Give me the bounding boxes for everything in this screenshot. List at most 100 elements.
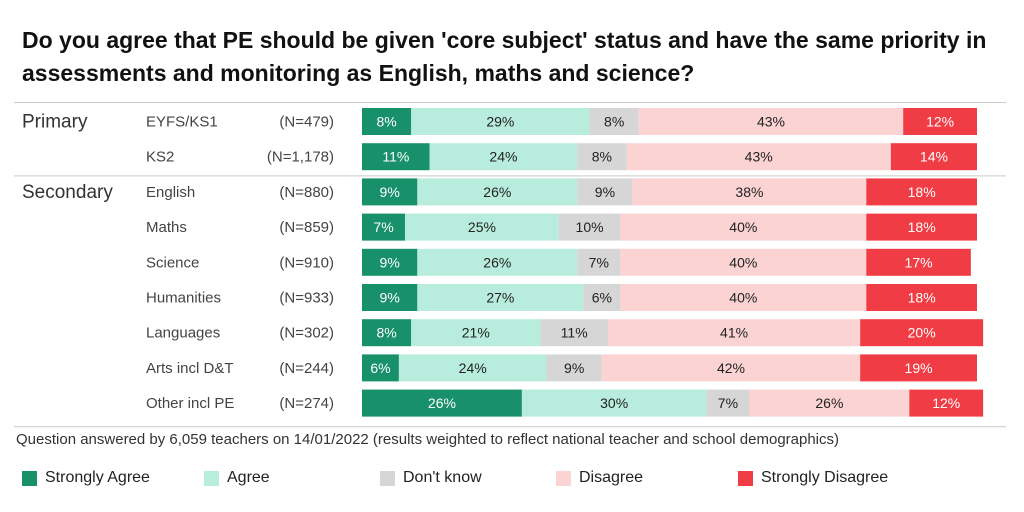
row-sample-size: (N=244): [279, 360, 334, 377]
bar-segment: [398, 354, 547, 382]
bar-value-label: 38%: [735, 184, 763, 200]
bar-value-label: 30%: [600, 395, 628, 411]
bar-segment: [362, 108, 412, 135]
row-label: Arts incl D&T: [146, 360, 234, 377]
bar-value-label: 8%: [376, 114, 396, 130]
legend-label: Strongly Disagree: [761, 469, 889, 486]
bar-segment: [411, 108, 590, 135]
bar-segment: [589, 108, 639, 135]
bar-segment: [866, 213, 977, 241]
legend-swatch: [380, 470, 395, 486]
bar-value-label: 24%: [489, 149, 517, 165]
bar-value-label: 10%: [576, 219, 604, 235]
legend-swatch: [556, 470, 571, 486]
row-sample-size: (N=274): [279, 395, 334, 412]
legend-item: Agree: [204, 466, 270, 490]
bar-value-label: 8%: [604, 114, 624, 130]
bar-segment: [620, 213, 867, 241]
bar-value-label: 12%: [926, 114, 954, 130]
bar-segment: [362, 213, 406, 241]
bar-value-label: 7%: [373, 219, 393, 235]
bar-segment: [362, 143, 430, 171]
bar-segment: [866, 284, 977, 311]
bar-segment: [890, 143, 977, 171]
bar-value-label: 7%: [589, 254, 609, 270]
bar-segment: [521, 389, 707, 417]
footnote: Question answered by 6,059 teachers on 1…: [16, 431, 840, 448]
legend-item: Strongly Agree: [22, 466, 150, 490]
legend-label: Don't know: [403, 469, 482, 486]
bar-segment: [626, 143, 891, 171]
bar-segment: [620, 284, 867, 311]
bar-value-label: 18%: [908, 219, 936, 235]
bar-value-label: 27%: [486, 290, 514, 306]
row-sample-size: (N=1,178): [267, 149, 334, 166]
bar-value-label: 17%: [905, 254, 933, 270]
bar-value-label: 19%: [905, 360, 933, 376]
bar-value-label: 8%: [592, 149, 612, 165]
bar-value-label: 7%: [718, 395, 738, 411]
row-label: Humanities: [146, 290, 221, 307]
bar-segment: [583, 284, 621, 311]
row-sample-size: (N=479): [279, 114, 334, 131]
row-sample-size: (N=859): [279, 219, 334, 236]
row-sample-size: (N=910): [279, 254, 334, 271]
legend-swatch: [22, 470, 37, 486]
legend-label: Agree: [227, 469, 270, 486]
bar-segment: [417, 284, 584, 311]
bar-segment: [540, 319, 608, 347]
bar-value-label: 20%: [908, 325, 936, 341]
bar-segment: [866, 178, 977, 206]
bar-segment: [909, 389, 984, 417]
legend-item: Strongly Disagree: [738, 466, 888, 490]
bar-value-label: 26%: [428, 395, 456, 411]
legend-swatch: [738, 470, 753, 486]
bar-value-label: 14%: [920, 149, 948, 165]
legend-item: Disagree: [556, 466, 643, 490]
bar-value-label: 9%: [380, 254, 400, 270]
bar-value-label: 9%: [380, 184, 400, 200]
bar-value-label: 40%: [729, 254, 757, 270]
bar-segment: [903, 108, 977, 135]
bar-segment: [577, 248, 621, 276]
bar-value-label: 41%: [720, 325, 748, 341]
legend-label: Disagree: [579, 469, 644, 486]
row-label: Languages: [146, 325, 220, 342]
bar-value-label: 25%: [468, 219, 496, 235]
bar-segment: [429, 143, 578, 171]
bar-value-label: 12%: [932, 395, 960, 411]
bar-segment: [632, 178, 867, 206]
bar-segment: [362, 354, 399, 382]
bar-value-label: 40%: [729, 290, 757, 306]
legend-item: Don't know: [380, 466, 482, 490]
bar-value-label: 18%: [908, 184, 936, 200]
bar-segment: [577, 178, 633, 206]
row-sample-size: (N=933): [279, 290, 334, 307]
bar-segment: [749, 389, 910, 417]
bar-value-label: 8%: [376, 325, 396, 341]
bar-value-label: 29%: [486, 114, 514, 130]
bar-segment: [411, 319, 541, 347]
legend: Strongly Agree Agree Don't know Disagree Str…: [0, 466, 1024, 492]
row-sample-size: (N=880): [279, 184, 334, 201]
row-label: English: [146, 184, 195, 201]
bar-segment: [417, 178, 578, 206]
bar-value-label: 9%: [564, 360, 584, 376]
bar-segment: [608, 319, 861, 347]
bar-segment: [362, 178, 418, 206]
row-label: KS2: [146, 149, 174, 166]
bar-segment: [620, 248, 867, 276]
bar-segment: [546, 354, 602, 382]
group-label: Primary: [22, 112, 88, 133]
bar-value-label: 9%: [595, 184, 615, 200]
bar-segment: [706, 389, 750, 417]
bar-value-label: 26%: [815, 395, 843, 411]
bar-value-label: 18%: [908, 290, 936, 306]
row-label: EYFS/KS1: [146, 114, 218, 131]
group-label: Secondary: [22, 182, 113, 203]
bar-value-label: 26%: [483, 184, 511, 200]
bar-segment: [638, 108, 904, 135]
bar-value-label: 9%: [380, 290, 400, 306]
bar-value-label: 43%: [757, 114, 785, 130]
legend-swatch: [204, 470, 219, 486]
